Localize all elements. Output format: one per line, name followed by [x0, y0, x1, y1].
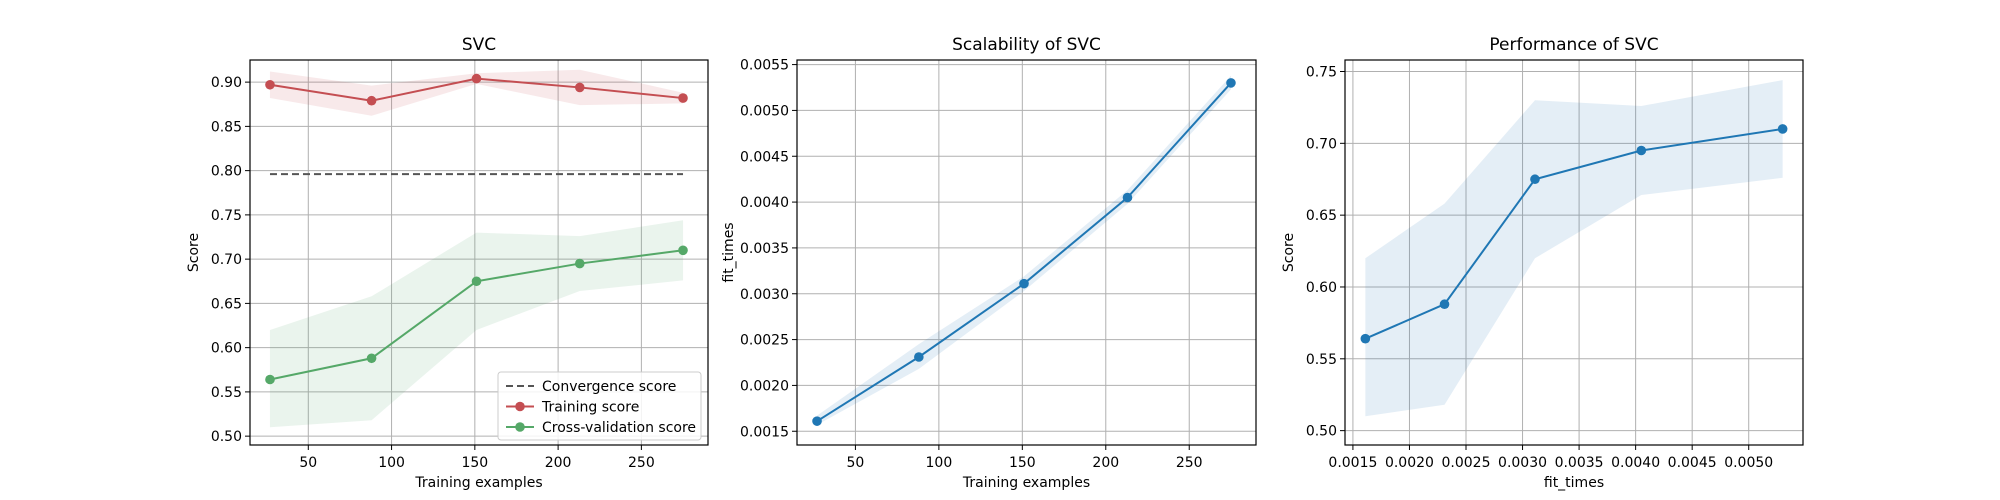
chart-panel-1: 50 100 150 200 2500.500.550.600.650.700.750.…	[186, 35, 709, 491]
data-point-cross-validation-score	[471, 276, 482, 287]
y-tick-label: 0.0055	[740, 58, 789, 74]
legend-box	[497, 371, 702, 441]
data-point-training-score	[366, 95, 377, 106]
y-tick-label: 0.65	[211, 296, 242, 312]
y-tick-label: 0.0020	[740, 378, 789, 394]
data-point-training-score	[574, 82, 585, 93]
y-ticks: 0.50 0.55 0.60 0.65 0.70 0.75	[1306, 64, 1345, 440]
legend: Convergence score Training score Cross-val…	[497, 371, 702, 441]
y-tick-label: 0.75	[211, 208, 242, 224]
chart-title: Scalability of SVC	[952, 35, 1101, 55]
x-tick-label: 200	[1092, 455, 1119, 471]
y-ticks: 0.50 0.55 0.60 0.65 0.70 0.75 0.80 0.85 0.90	[211, 75, 250, 445]
y-tick-label: 0.0030	[740, 287, 789, 303]
chart-title: SVC	[462, 35, 496, 55]
y-axis-label: Score	[186, 233, 202, 272]
y-tick-label: 0.70	[211, 252, 242, 268]
data-point-cross-validation-score	[265, 374, 275, 385]
x-tick-label: 50	[299, 455, 317, 471]
y-tick-label: 0.0045	[740, 149, 789, 165]
x-tick-label: 0.0045	[1668, 455, 1717, 471]
data-point-series	[1636, 145, 1647, 156]
y-tick-label: 0.65	[1306, 208, 1337, 224]
x-tick-label: 200	[545, 455, 572, 471]
y-tick-label: 0.60	[1306, 280, 1337, 296]
legend-marker	[515, 422, 525, 432]
legend-marker	[515, 401, 525, 412]
legend-label: Convergence score	[542, 379, 676, 395]
x-axis-label: fit_times	[1544, 475, 1604, 491]
axes-frame	[249, 59, 709, 446]
x-tick-label: 0.0025	[1442, 455, 1491, 471]
x-axis-label: Training examples	[962, 475, 1090, 491]
chart-panel-3: 0.0015 0.0020 0.0025 0.0030 0.0035 0.0040 0.00…	[1281, 35, 1804, 491]
y-axis-label: fit_times	[721, 222, 737, 282]
y-tick-label: 0.55	[1306, 352, 1337, 368]
data-point-series	[812, 416, 822, 426]
data-point-training-score	[471, 73, 482, 84]
y-tick-label: 0.60	[211, 341, 242, 357]
x-tick-label: 0.0035	[1555, 455, 1604, 471]
y-ticks: 0.0015 0.0020 0.0025 0.0030 0.0035 0.0040 0.00…	[740, 58, 797, 440]
data-point-cross-validation-score	[366, 353, 377, 364]
data-point-cross-validation-score	[678, 245, 688, 256]
x-tick-label: 0.0050	[1724, 455, 1773, 471]
legend-label: Training score	[541, 400, 639, 416]
y-tick-label: 0.0025	[740, 333, 789, 349]
x-ticks: 0.0015 0.0020 0.0025 0.0030 0.0035 0.0040 0.00…	[1328, 445, 1773, 471]
x-tick-label: 150	[461, 455, 488, 471]
y-tick-label: 0.70	[1306, 136, 1337, 152]
band-fit-times	[1365, 80, 1783, 417]
data-point-series	[1122, 192, 1133, 203]
y-tick-label: 0.0035	[740, 241, 789, 257]
data-point-series	[1019, 278, 1029, 289]
y-tick-label: 0.55	[211, 385, 242, 401]
data-point-series	[1360, 333, 1371, 344]
band-cross-validation-score	[269, 220, 684, 428]
x-tick-label: 250	[1176, 455, 1203, 471]
data-point-cross-validation-score	[574, 258, 585, 269]
gridlines	[1345, 60, 1803, 445]
y-tick-label: 0.0050	[740, 103, 789, 119]
x-tick-label: 0.0020	[1385, 455, 1434, 471]
x-ticks: 50 100 150 200 250	[847, 445, 1203, 471]
legend-label: Cross-validation score	[542, 420, 696, 436]
axes-frame	[796, 59, 1257, 446]
data-point-series	[1530, 174, 1540, 185]
chart-title: Performance of SVC	[1489, 35, 1658, 55]
gridlines	[797, 60, 1256, 445]
x-tick-label: 150	[1009, 455, 1036, 471]
y-tick-label: 0.0040	[740, 195, 789, 211]
axes-frame	[1344, 59, 1804, 446]
data-point-series	[914, 352, 924, 362]
data-point-series	[1777, 124, 1788, 134]
x-tick-label: 0.0040	[1611, 455, 1660, 471]
chart-panel-2: 50 100 150 200 2500.00150.00200.00250.00300.…	[721, 35, 1257, 491]
y-tick-label: 0.85	[211, 119, 242, 135]
data-point-series	[1439, 299, 1450, 310]
y-tick-label: 0.75	[1306, 64, 1337, 80]
x-tick-label: 0.0015	[1328, 455, 1377, 471]
y-tick-label: 0.50	[1306, 424, 1337, 440]
x-axis-label: Training examples	[414, 475, 542, 491]
series-line-series	[816, 82, 1232, 423]
x-tick-label: 100	[378, 455, 405, 471]
data-point-series	[1226, 78, 1236, 88]
x-tick-label: 250	[628, 455, 655, 471]
y-tick-label: 0.50	[211, 429, 242, 445]
x-tick-label: 50	[847, 455, 865, 471]
x-ticks: 50 100 150 200 250	[299, 445, 655, 471]
y-tick-label: 0.80	[211, 164, 242, 180]
data-point-training-score	[678, 93, 688, 103]
data-point-training-score	[265, 79, 275, 90]
y-tick-label: 0.90	[211, 75, 242, 91]
x-tick-label: 0.0030	[1498, 455, 1547, 471]
y-tick-label: 0.0015	[740, 424, 789, 440]
y-axis-label: Score	[1281, 233, 1297, 272]
x-tick-label: 100	[926, 455, 953, 471]
band-fit-times	[817, 75, 1231, 425]
